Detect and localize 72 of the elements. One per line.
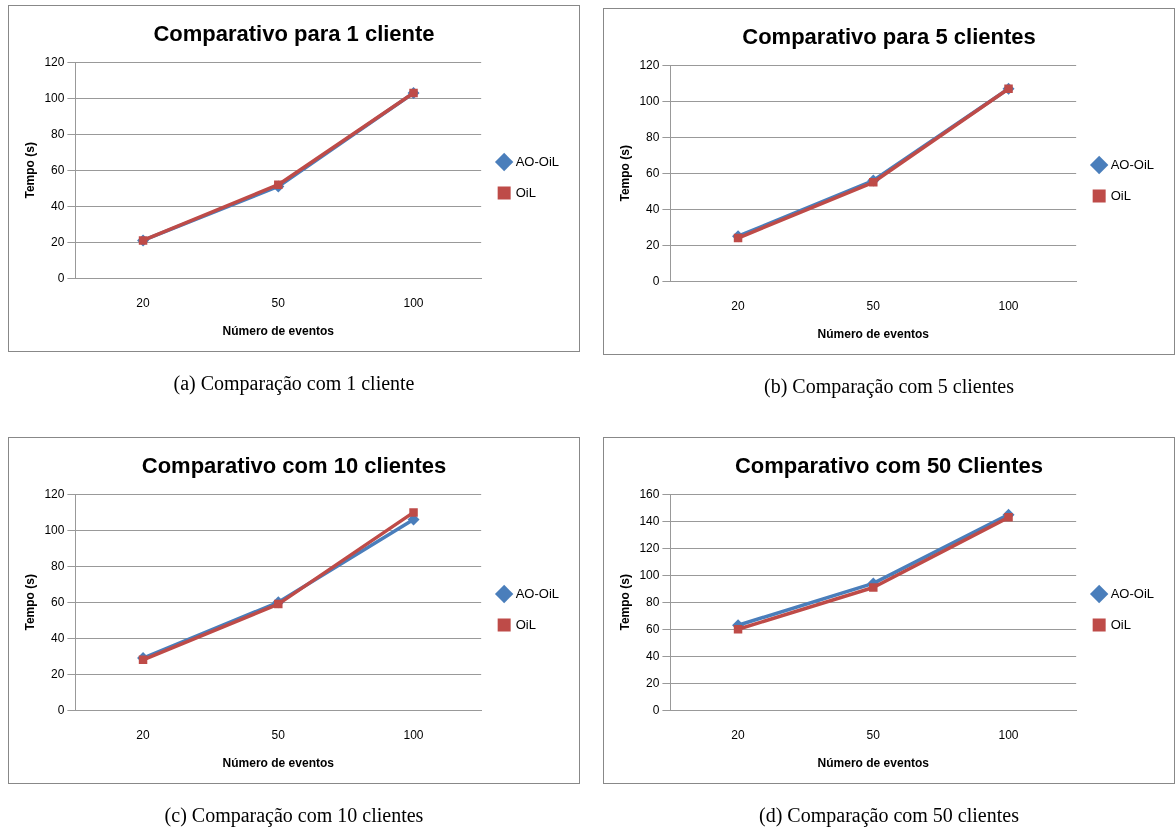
point <box>409 508 418 517</box>
x-tick-label: 20 <box>136 295 151 310</box>
point <box>274 180 283 189</box>
x-tick-label: 20 <box>731 298 746 313</box>
y-tick-label: 80 <box>646 129 660 144</box>
y-tick-label: 160 <box>639 486 660 501</box>
y-tick-label: 40 <box>646 201 660 216</box>
y-axis-title: Tempo (s) <box>22 142 37 199</box>
y-axis-title: Tempo (s) <box>617 145 632 202</box>
y-tick-label: 0 <box>652 702 660 717</box>
y-tick-label: 60 <box>51 594 65 609</box>
y-tick-label: 80 <box>51 126 65 141</box>
text: (c) Comparação com 10 clientes <box>163 804 425 827</box>
x-axis-title: Número de eventos <box>222 324 335 339</box>
x-axis-title: Número de eventos <box>222 756 335 771</box>
y-axis-title: Tempo (s) <box>617 574 632 631</box>
y-tick-label: 120 <box>639 540 660 555</box>
y-tick-label: 60 <box>646 621 660 636</box>
y-tick-label: 60 <box>646 165 660 180</box>
y-tick-label: 80 <box>646 594 660 609</box>
y-tick-label: 20 <box>51 666 65 681</box>
y-tick-label: 100 <box>639 93 660 108</box>
legend-label: OiL <box>1110 616 1131 632</box>
y-axis-title: Tempo (s) <box>22 574 37 631</box>
legend-label: OiL <box>1110 187 1131 203</box>
legend-label: AO-OiL <box>1110 585 1154 601</box>
legend-label: OiL <box>515 184 536 200</box>
y-tick-label: 40 <box>646 648 660 663</box>
x-axis-title: Número de eventos <box>817 756 930 771</box>
y-tick-label: 120 <box>44 486 65 501</box>
x-tick-label: 50 <box>271 295 286 310</box>
x-tick-label: 100 <box>998 298 1019 313</box>
chart-title: Comparativo para 5 clientes <box>742 24 1036 50</box>
y-tick-label: 100 <box>44 522 65 537</box>
y-tick-label: 0 <box>57 270 65 285</box>
chart-title: Comparativo com 50 Clientes <box>734 453 1044 479</box>
legend-label: AO-OiL <box>1110 156 1154 172</box>
y-tick-label: 40 <box>51 630 65 645</box>
x-tick-label: 100 <box>403 295 424 310</box>
text: (b) Comparação com 5 clientes <box>763 375 1015 398</box>
point <box>869 178 878 187</box>
text: (d) Comparação com 50 clientes <box>758 804 1020 827</box>
x-axis-title: Número de eventos <box>817 327 930 342</box>
y-tick-label: 80 <box>51 558 65 573</box>
y-tick-label: 20 <box>51 234 65 249</box>
y-tick-label: 0 <box>57 702 65 717</box>
x-tick-label: 100 <box>403 727 424 742</box>
x-tick-label: 50 <box>271 727 286 742</box>
y-tick-label: 120 <box>639 57 660 72</box>
chart-title: Comparativo com 10 clientes <box>141 453 447 479</box>
legend-label: AO-OiL <box>515 153 559 169</box>
legend-label: AO-OiL <box>515 585 559 601</box>
y-tick-label: 40 <box>51 198 65 213</box>
x-tick-label: 20 <box>136 727 151 742</box>
point <box>869 583 878 592</box>
x-tick-label: 100 <box>998 727 1019 742</box>
x-tick-label: 50 <box>866 727 881 742</box>
chart-title: Comparativo para 1 cliente <box>153 21 435 47</box>
y-tick-label: 20 <box>646 237 660 252</box>
y-tick-label: 100 <box>44 90 65 105</box>
y-tick-label: 0 <box>652 273 660 288</box>
point <box>733 625 743 634</box>
text: (a) Comparação com 1 cliente <box>172 372 416 395</box>
y-tick-label: 140 <box>639 513 660 528</box>
y-tick-label: 20 <box>646 675 660 690</box>
x-tick-label: 50 <box>866 298 881 313</box>
y-tick-label: 100 <box>639 567 660 582</box>
point <box>1004 513 1013 522</box>
y-tick-label: 120 <box>44 54 65 69</box>
y-tick-label: 60 <box>51 162 65 177</box>
x-tick-label: 20 <box>731 727 746 742</box>
legend-label: OiL <box>515 616 536 632</box>
